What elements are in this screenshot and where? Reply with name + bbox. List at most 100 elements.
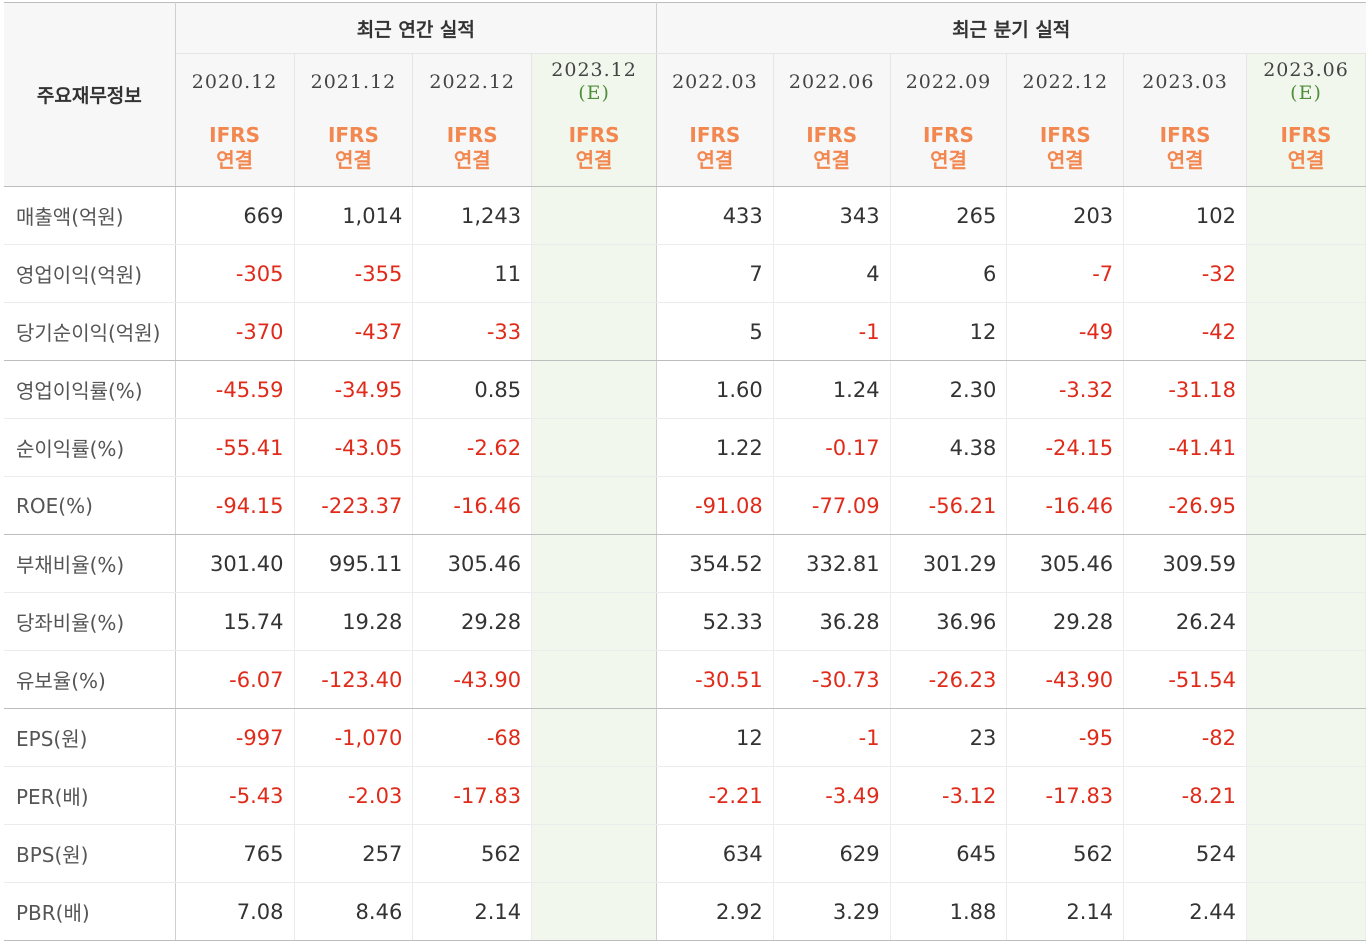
value-cell: -45.59 <box>175 360 295 419</box>
value-cell: -437 <box>294 302 414 361</box>
value-cell: -1 <box>773 708 891 767</box>
value-cell <box>1246 824 1366 883</box>
value-cell: 305.46 <box>1006 534 1125 593</box>
period-header: 2023.12 (E) <box>531 53 657 110</box>
value-cell: 12 <box>656 708 774 767</box>
value-cell: -31.18 <box>1123 360 1248 419</box>
period-date: 2020.12 <box>191 70 278 93</box>
value-cell: -33 <box>412 302 533 361</box>
value-cell: -26.95 <box>1123 476 1248 535</box>
table-row: ROE(%) -94.15 -223.37 -16.46 -91.08 -77.09 -56… <box>4 476 1366 535</box>
value-cell: 36.28 <box>773 592 891 651</box>
value-cell: -123.40 <box>294 650 414 709</box>
corner-label: 주요재무정보 <box>4 2 176 187</box>
value-cell <box>531 766 657 825</box>
standard-type: IFRS <box>446 123 498 147</box>
value-cell: 52.33 <box>656 592 774 651</box>
value-cell: 2.30 <box>890 360 1008 419</box>
row-label: EPS(원) <box>4 708 176 767</box>
row-label: 영업이익(억원) <box>4 244 176 303</box>
table-row: PER(배) -5.43 -2.03 -17.83 -2.21 -3.49 -3.12 -17… <box>4 766 1366 825</box>
value-cell <box>531 244 657 303</box>
accounting-standard: IFRS 연결 <box>1006 110 1125 187</box>
row-label: ROE(%) <box>4 476 176 535</box>
value-cell: 7.08 <box>175 882 295 941</box>
period-header: 2023.06 (E) <box>1246 53 1366 110</box>
accounting-standard: IFRS 연결 <box>412 110 533 187</box>
value-cell: -91.08 <box>656 476 774 535</box>
value-cell: -3.32 <box>1006 360 1125 419</box>
consolidation-type: 연결 <box>696 148 734 172</box>
value-cell: -68 <box>412 708 533 767</box>
value-cell: -95 <box>1006 708 1125 767</box>
value-cell: 2.14 <box>1006 882 1125 941</box>
standard-type: IFRS <box>327 123 379 147</box>
accounting-standard: IFRS 연결 <box>294 110 414 187</box>
value-cell <box>531 186 657 245</box>
value-cell <box>531 418 657 477</box>
value-cell: 5 <box>656 302 774 361</box>
value-cell: -26.23 <box>890 650 1008 709</box>
value-cell: -49 <box>1006 302 1125 361</box>
period-header: 2021.12 <box>294 53 414 110</box>
value-cell: -41.41 <box>1123 418 1248 477</box>
value-cell: 343 <box>773 186 891 245</box>
value-cell: 2.92 <box>656 882 774 941</box>
value-cell <box>531 302 657 361</box>
consolidation-type: 연결 <box>216 148 253 172</box>
value-cell: 1.24 <box>773 360 891 419</box>
value-cell: 562 <box>1006 824 1125 883</box>
value-cell: 257 <box>294 824 414 883</box>
value-cell: -3.12 <box>890 766 1008 825</box>
consolidation-type: 연결 <box>1287 148 1325 172</box>
value-cell: 1,014 <box>294 186 414 245</box>
value-cell: 1.22 <box>656 418 774 477</box>
value-cell <box>1246 882 1366 941</box>
row-label: BPS(원) <box>4 824 176 883</box>
value-cell: -77.09 <box>773 476 891 535</box>
value-cell: -82 <box>1123 708 1248 767</box>
value-cell: 29.28 <box>1006 592 1125 651</box>
accounting-standard: IFRS 연결 <box>531 110 657 187</box>
value-cell <box>531 534 657 593</box>
standard-type: IFRS <box>1280 123 1332 147</box>
value-cell: -1 <box>773 302 891 361</box>
table-row: PBR(배) 7.08 8.46 2.14 2.92 3.29 1.88 2.14 2.44 <box>4 882 1366 941</box>
row-label: 당좌비율(%) <box>4 592 176 651</box>
accounting-standard: IFRS 연결 <box>1123 110 1248 187</box>
value-cell: 634 <box>656 824 774 883</box>
value-cell <box>1246 708 1366 767</box>
row-label: 영업이익률(%) <box>4 360 176 419</box>
table-row: 유보율(%) -6.07 -123.40 -43.90 -30.51 -30.73 -26.… <box>4 650 1366 709</box>
group-annual: 최근 연간 실적 <box>175 2 657 54</box>
value-cell: -16.46 <box>1006 476 1125 535</box>
table-row: 영업이익률(%) -45.59 -34.95 0.85 1.60 1.24 2.30 -3.3… <box>4 360 1366 419</box>
consolidation-type: 연결 <box>1046 148 1084 172</box>
estimate-mark: (E) <box>578 82 610 104</box>
period-date: 2022.06 <box>788 70 875 93</box>
value-cell: 2.44 <box>1123 882 1248 941</box>
value-cell <box>531 360 657 419</box>
value-cell: -6.07 <box>175 650 295 709</box>
value-cell: -51.54 <box>1123 650 1248 709</box>
value-cell: 203 <box>1006 186 1125 245</box>
value-cell <box>1246 592 1366 651</box>
value-cell: 36.96 <box>890 592 1008 651</box>
value-cell <box>1246 186 1366 245</box>
value-cell: 524 <box>1123 824 1248 883</box>
value-cell: -42 <box>1123 302 1248 361</box>
value-cell: 301.40 <box>175 534 295 593</box>
period-date: 2022.09 <box>905 70 992 93</box>
period-header: 2022.12 <box>1006 53 1125 110</box>
standard-type: IFRS <box>209 123 261 147</box>
accounting-standard: IFRS 연결 <box>1246 110 1366 187</box>
value-cell: 29.28 <box>412 592 533 651</box>
value-cell: 309.59 <box>1123 534 1248 593</box>
period-header: 2023.03 <box>1123 53 1248 110</box>
period-date: 2021.12 <box>310 70 397 93</box>
value-cell: 11 <box>412 244 533 303</box>
value-cell: 669 <box>175 186 295 245</box>
value-cell: 1.88 <box>890 882 1008 941</box>
consolidation-type: 연결 <box>1166 148 1204 172</box>
value-cell: -17.83 <box>1006 766 1125 825</box>
